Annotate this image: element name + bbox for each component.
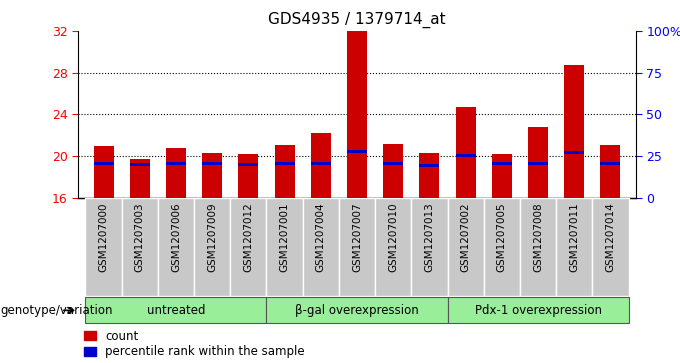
Text: genotype/variation: genotype/variation bbox=[0, 304, 112, 317]
FancyBboxPatch shape bbox=[122, 198, 158, 296]
Bar bbox=[456, 107, 475, 198]
Bar bbox=[130, 163, 150, 166]
Bar bbox=[347, 150, 367, 154]
Bar bbox=[275, 162, 294, 165]
Bar bbox=[202, 162, 222, 165]
Bar bbox=[347, 31, 367, 198]
Bar bbox=[94, 162, 114, 165]
Text: β-gal overexpression: β-gal overexpression bbox=[295, 304, 419, 317]
Bar bbox=[384, 143, 403, 198]
Bar bbox=[420, 164, 439, 167]
FancyBboxPatch shape bbox=[483, 198, 520, 296]
Text: GSM1207010: GSM1207010 bbox=[388, 203, 398, 272]
Text: Pdx-1 overexpression: Pdx-1 overexpression bbox=[475, 304, 602, 317]
Bar bbox=[492, 162, 512, 165]
Text: GSM1207003: GSM1207003 bbox=[135, 203, 145, 272]
FancyBboxPatch shape bbox=[231, 198, 267, 296]
FancyBboxPatch shape bbox=[158, 198, 194, 296]
Bar bbox=[311, 133, 330, 198]
Bar bbox=[564, 151, 584, 154]
FancyBboxPatch shape bbox=[592, 198, 628, 296]
Bar bbox=[528, 162, 548, 165]
Text: GSM1207014: GSM1207014 bbox=[605, 203, 615, 273]
FancyBboxPatch shape bbox=[556, 198, 592, 296]
Bar bbox=[166, 162, 186, 165]
FancyBboxPatch shape bbox=[86, 297, 267, 323]
Text: GSM1207012: GSM1207012 bbox=[243, 203, 254, 273]
FancyBboxPatch shape bbox=[447, 198, 483, 296]
FancyBboxPatch shape bbox=[447, 297, 628, 323]
FancyBboxPatch shape bbox=[267, 198, 303, 296]
Legend: count, percentile rank within the sample: count, percentile rank within the sample bbox=[84, 330, 305, 358]
Text: GSM1207009: GSM1207009 bbox=[207, 203, 217, 272]
Bar bbox=[239, 163, 258, 166]
FancyBboxPatch shape bbox=[86, 198, 122, 296]
Text: GSM1207011: GSM1207011 bbox=[569, 203, 579, 273]
FancyBboxPatch shape bbox=[339, 198, 375, 296]
Bar bbox=[166, 148, 186, 198]
Bar bbox=[202, 153, 222, 198]
Title: GDS4935 / 1379714_at: GDS4935 / 1379714_at bbox=[268, 12, 446, 28]
Text: GSM1207008: GSM1207008 bbox=[533, 203, 543, 272]
Bar bbox=[600, 162, 620, 165]
FancyBboxPatch shape bbox=[520, 198, 556, 296]
Bar bbox=[239, 154, 258, 198]
Bar bbox=[275, 144, 294, 198]
FancyBboxPatch shape bbox=[375, 198, 411, 296]
Bar bbox=[420, 153, 439, 198]
Bar bbox=[384, 162, 403, 165]
Bar bbox=[456, 154, 475, 156]
FancyBboxPatch shape bbox=[194, 198, 231, 296]
Text: GSM1207004: GSM1207004 bbox=[316, 203, 326, 272]
Text: GSM1207001: GSM1207001 bbox=[279, 203, 290, 272]
Text: GSM1207002: GSM1207002 bbox=[460, 203, 471, 272]
Bar bbox=[564, 65, 584, 198]
FancyBboxPatch shape bbox=[303, 198, 339, 296]
Bar bbox=[311, 162, 330, 165]
Bar bbox=[492, 154, 512, 198]
Text: GSM1207000: GSM1207000 bbox=[99, 203, 109, 272]
Text: GSM1207007: GSM1207007 bbox=[352, 203, 362, 272]
FancyBboxPatch shape bbox=[267, 297, 447, 323]
Bar bbox=[528, 127, 548, 198]
Bar bbox=[130, 159, 150, 198]
Text: GSM1207006: GSM1207006 bbox=[171, 203, 181, 272]
FancyBboxPatch shape bbox=[411, 198, 447, 296]
Text: GSM1207005: GSM1207005 bbox=[497, 203, 507, 272]
Text: GSM1207013: GSM1207013 bbox=[424, 203, 435, 273]
Text: untreated: untreated bbox=[147, 304, 205, 317]
Bar bbox=[600, 144, 620, 198]
Bar bbox=[94, 146, 114, 198]
